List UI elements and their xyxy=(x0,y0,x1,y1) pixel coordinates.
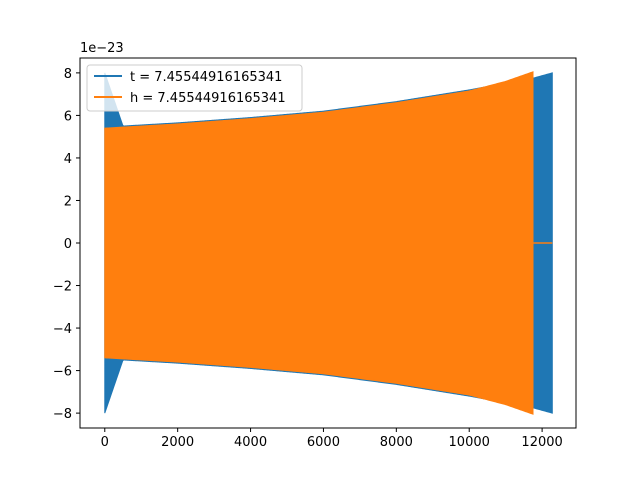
y-tick-label: 0 xyxy=(64,237,72,252)
x-tick-label: 0 xyxy=(101,435,109,450)
y-tick-label: −2 xyxy=(53,280,72,295)
y-axis: −8 −6 −4 −2 0 2 4 6 8 xyxy=(53,67,80,422)
x-tick-label: 2000 xyxy=(161,435,194,450)
y-tick-label: 2 xyxy=(64,194,72,209)
y-tick-label: −6 xyxy=(53,365,72,380)
series-layer xyxy=(104,71,553,415)
y-tick-label: −4 xyxy=(53,322,72,337)
x-tick-label: 12000 xyxy=(521,435,562,450)
series-band-1 xyxy=(104,71,534,415)
y-offset-text: 1e−23 xyxy=(80,41,124,56)
x-tick-label: 6000 xyxy=(307,435,340,450)
legend-label-t: t = 7.45544916165341 xyxy=(130,70,282,85)
y-tick-label: 8 xyxy=(64,67,72,82)
x-tick-label: 8000 xyxy=(380,435,413,450)
legend-label-h: h = 7.45544916165341 xyxy=(130,91,286,106)
y-tick-label: 4 xyxy=(64,152,72,167)
legend-box xyxy=(86,64,303,112)
legend: t = 7.45544916165341 h = 7.4554491616534… xyxy=(86,64,303,112)
series-1 xyxy=(104,71,553,415)
x-axis: 0 2000 4000 6000 8000 10000 12000 xyxy=(101,428,563,450)
x-tick-label: 10000 xyxy=(449,435,490,450)
x-tick-label: 4000 xyxy=(234,435,267,450)
y-tick-label: 6 xyxy=(64,109,72,124)
y-tick-label: −8 xyxy=(53,407,72,422)
